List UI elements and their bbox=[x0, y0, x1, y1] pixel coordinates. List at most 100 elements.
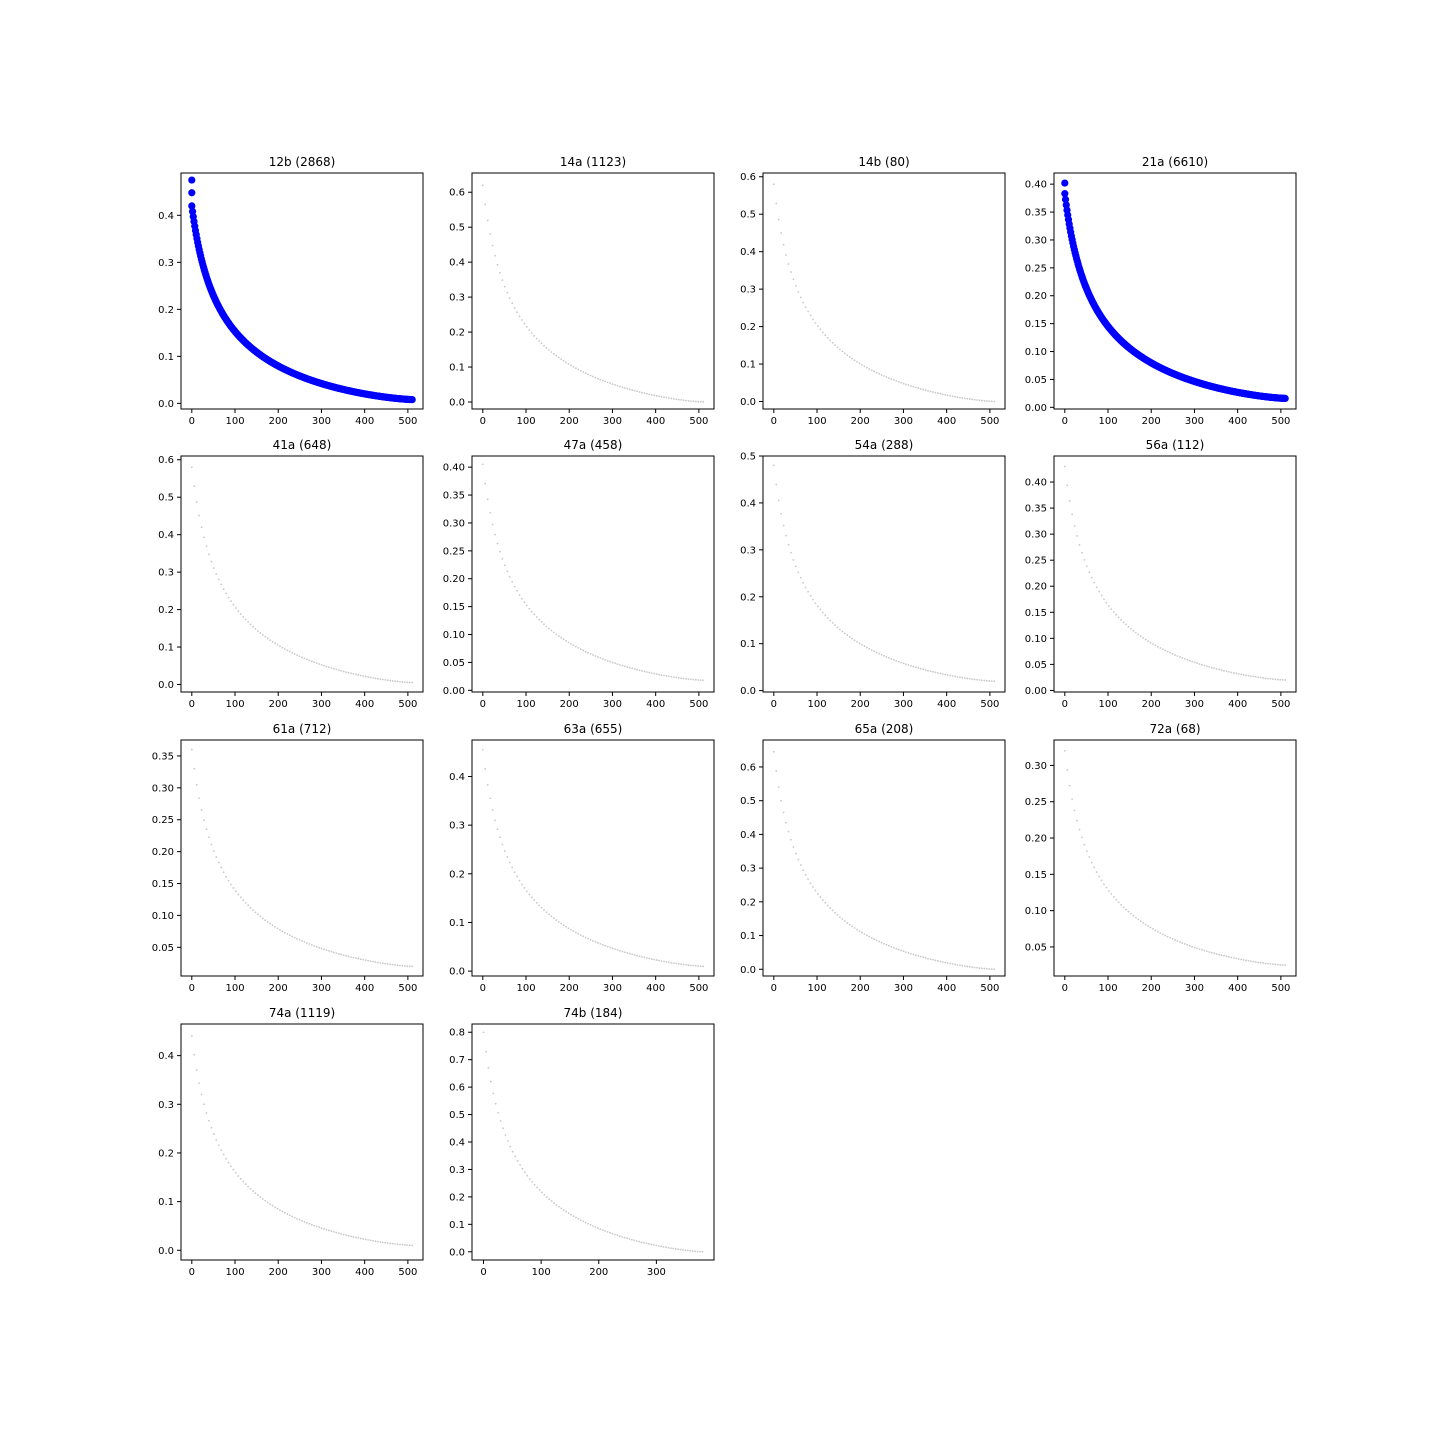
data-point bbox=[252, 1190, 254, 1192]
data-point bbox=[188, 189, 196, 197]
data-point bbox=[577, 368, 580, 371]
data-point bbox=[772, 750, 775, 753]
y-tick-label: 0.25 bbox=[152, 815, 174, 826]
data-point bbox=[592, 375, 594, 378]
data-point bbox=[492, 1092, 495, 1095]
data-point bbox=[692, 400, 695, 403]
data-point bbox=[834, 624, 836, 627]
data-point bbox=[531, 1180, 534, 1183]
data-point bbox=[614, 948, 616, 951]
data-point bbox=[203, 536, 205, 539]
data-point bbox=[665, 396, 668, 399]
data-point bbox=[254, 1192, 257, 1195]
data-point bbox=[269, 922, 272, 925]
data-point bbox=[396, 1243, 399, 1246]
data-point bbox=[528, 893, 531, 896]
data-point bbox=[1232, 672, 1235, 674]
data-point bbox=[293, 653, 296, 655]
x-tick-label: 0 bbox=[1062, 983, 1068, 994]
data-point bbox=[1117, 616, 1120, 619]
x-tick-label: 100 bbox=[225, 983, 244, 994]
data-point bbox=[188, 176, 196, 184]
subplot-6: 47a (458) 0 100 200 300 400 500 0.00 0.05 0.10 0.1… bbox=[443, 438, 715, 710]
data-point bbox=[1078, 543, 1081, 546]
axes-frame bbox=[762, 172, 1006, 410]
data-point bbox=[526, 1174, 529, 1177]
data-point bbox=[623, 665, 626, 668]
axes-frame bbox=[471, 172, 715, 410]
data-point bbox=[1130, 912, 1132, 915]
data-point bbox=[993, 968, 996, 971]
data-point bbox=[1281, 964, 1284, 966]
data-point bbox=[584, 936, 587, 939]
x-tick-label: 400 bbox=[355, 1267, 374, 1278]
data-point bbox=[790, 551, 792, 554]
x-tick-label: 200 bbox=[1142, 983, 1161, 994]
data-point bbox=[1134, 631, 1137, 634]
data-point bbox=[296, 1217, 298, 1220]
data-point bbox=[369, 676, 372, 679]
data-point bbox=[508, 861, 511, 864]
y-tick-label: 0.20 bbox=[1025, 291, 1047, 302]
data-point bbox=[819, 608, 822, 611]
y-tick-label: 0.20 bbox=[152, 847, 174, 858]
y-tick-label: 0.10 bbox=[152, 911, 174, 922]
data-point bbox=[518, 315, 521, 318]
x-tick-label: 0 bbox=[771, 416, 777, 427]
data-point bbox=[853, 359, 856, 362]
data-point bbox=[668, 961, 670, 964]
data-point bbox=[677, 676, 680, 679]
data-point bbox=[325, 665, 328, 668]
data-point bbox=[1279, 678, 1282, 681]
data-point bbox=[486, 498, 489, 501]
data-point bbox=[399, 680, 401, 683]
data-point bbox=[1120, 903, 1123, 906]
x-tick-label: 200 bbox=[269, 416, 288, 427]
data-point bbox=[399, 964, 401, 967]
data-point bbox=[589, 1224, 592, 1226]
y-tick-label: 0.3 bbox=[158, 568, 174, 579]
data-point bbox=[1095, 871, 1098, 873]
data-point bbox=[1242, 673, 1245, 676]
data-point bbox=[190, 748, 193, 751]
x-tick-label: 0 bbox=[1062, 416, 1068, 427]
data-point bbox=[572, 365, 575, 368]
data-point bbox=[567, 363, 570, 365]
y-tick-label: 0.05 bbox=[1025, 660, 1047, 671]
data-point bbox=[604, 1230, 607, 1232]
data-point bbox=[1132, 914, 1135, 917]
data-point bbox=[497, 1111, 500, 1114]
data-point bbox=[875, 939, 878, 942]
data-point bbox=[846, 921, 849, 924]
data-point bbox=[968, 398, 971, 400]
data-point bbox=[342, 954, 345, 957]
data-point bbox=[1105, 601, 1108, 604]
data-point bbox=[381, 678, 384, 681]
axes-frame bbox=[762, 739, 1006, 977]
data-point bbox=[528, 329, 531, 331]
y-tick-label: 0.0 bbox=[449, 398, 465, 409]
y-tick-label: 0.2 bbox=[449, 869, 465, 880]
data-point bbox=[242, 1180, 245, 1183]
data-point bbox=[523, 601, 526, 604]
data-point bbox=[212, 1133, 215, 1135]
data-point bbox=[1156, 645, 1159, 648]
data-point bbox=[264, 919, 267, 922]
data-point bbox=[843, 632, 846, 635]
data-point bbox=[936, 672, 939, 674]
data-point bbox=[1213, 952, 1216, 955]
data-point bbox=[880, 941, 883, 944]
y-tick-label: 0.1 bbox=[740, 360, 756, 371]
data-point bbox=[514, 1155, 517, 1158]
x-tick-label: 300 bbox=[1185, 699, 1204, 710]
data-point bbox=[548, 913, 550, 916]
data-point bbox=[699, 1250, 701, 1253]
data-point bbox=[386, 1242, 389, 1244]
data-point bbox=[941, 961, 944, 963]
data-points bbox=[772, 464, 996, 683]
data-point bbox=[364, 675, 367, 678]
data-point bbox=[521, 1167, 524, 1170]
data-point bbox=[345, 954, 347, 957]
data-point bbox=[516, 589, 518, 592]
data-point bbox=[589, 938, 592, 941]
